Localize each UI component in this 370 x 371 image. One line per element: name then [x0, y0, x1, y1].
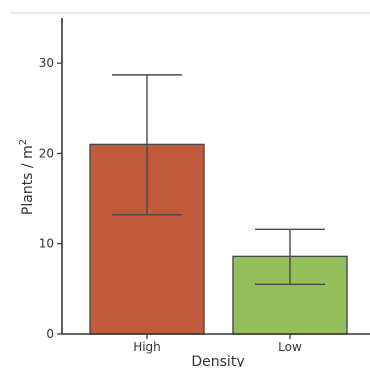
- error-bars-layer: [112, 74, 325, 286]
- y-tick-label: 10: [39, 237, 54, 251]
- x-axis-label: Density: [191, 354, 244, 367]
- x-tick-label: High: [133, 340, 161, 354]
- y-axis-label-superscript: 2: [18, 139, 29, 145]
- y-axis-label-main: Plants / m: [20, 145, 36, 215]
- y-ticks-layer: 0 10 20 30: [39, 56, 62, 341]
- y-axis-label: Plants / m2: [18, 139, 36, 215]
- y-tick-label: 30: [39, 56, 54, 70]
- x-tick-label: Low: [278, 340, 302, 354]
- x-ticks-layer: High Low: [133, 334, 302, 354]
- y-tick-label: 0: [46, 327, 54, 341]
- y-tick-label: 20: [39, 146, 54, 160]
- bars-layer: [89, 143, 348, 335]
